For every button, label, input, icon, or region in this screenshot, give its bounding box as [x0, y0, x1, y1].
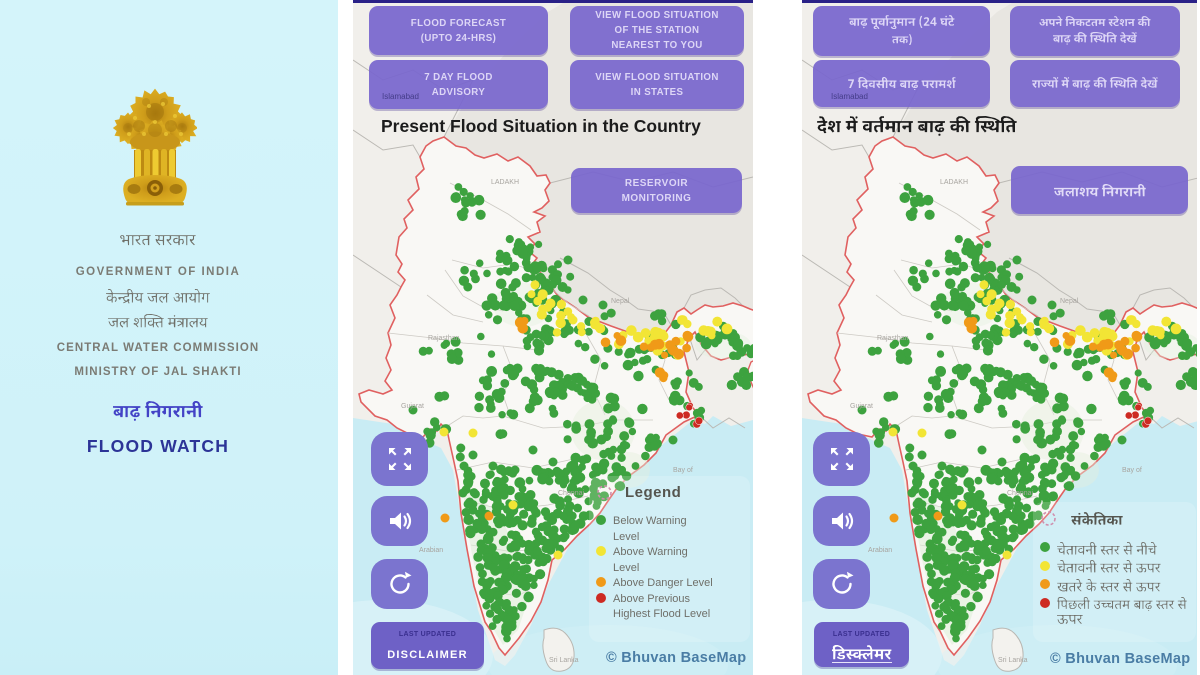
- svg-text:Nepal: Nepal: [611, 298, 630, 305]
- svg-text:Rajasthan: Rajasthan: [428, 335, 460, 342]
- svg-text:Rajasthan: Rajasthan: [877, 335, 909, 342]
- svg-text:Nepal: Nepal: [1060, 298, 1079, 305]
- svg-text:Chennai: Chennai: [558, 490, 585, 497]
- svg-text:Sri Lanka: Sri Lanka: [549, 657, 579, 664]
- svg-text:Chennai: Chennai: [1007, 490, 1034, 497]
- svg-text:LADAKH: LADAKH: [491, 179, 519, 186]
- svg-text:Sri Lanka: Sri Lanka: [998, 657, 1028, 664]
- svg-text:Bay of: Bay of: [1122, 467, 1142, 474]
- svg-text:Gujarat: Gujarat: [850, 403, 873, 410]
- svg-text:Gujarat: Gujarat: [401, 403, 424, 410]
- svg-text:Arabian: Arabian: [419, 547, 443, 554]
- svg-text:Arabian: Arabian: [868, 547, 892, 554]
- svg-text:LADAKH: LADAKH: [940, 179, 968, 186]
- svg-text:Bay of: Bay of: [673, 467, 693, 474]
